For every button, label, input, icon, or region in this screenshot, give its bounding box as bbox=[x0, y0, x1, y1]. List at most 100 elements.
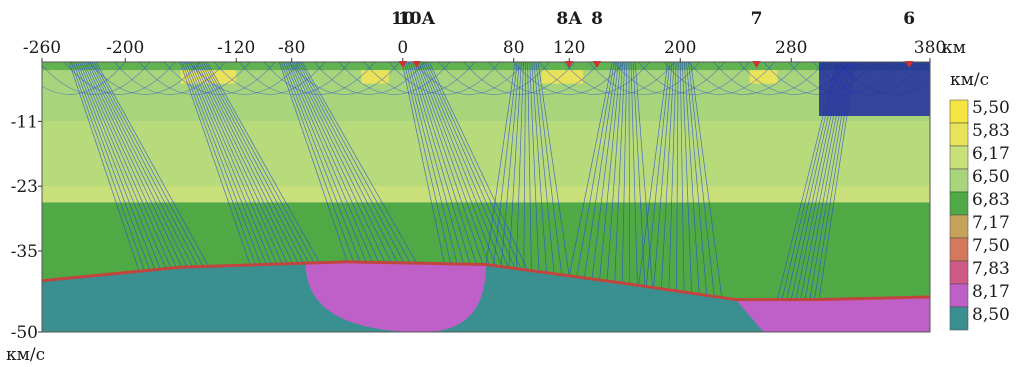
ray-path bbox=[653, 62, 673, 288]
ray-path bbox=[196, 62, 294, 264]
ray-path bbox=[198, 62, 299, 264]
ray-path bbox=[281, 62, 354, 263]
velocity-model-plot bbox=[42, 62, 930, 332]
ray-path bbox=[70, 62, 145, 271]
ray-arc bbox=[638, 62, 750, 95]
station-marker bbox=[593, 61, 601, 68]
colorbar-swatch bbox=[949, 99, 969, 124]
station-label: 8А bbox=[556, 9, 582, 29]
y-axis: -11 -23 -35 -50 bbox=[11, 112, 42, 343]
ray-path bbox=[405, 62, 458, 265]
station-marker bbox=[412, 61, 421, 68]
ray-arc bbox=[463, 62, 576, 95]
colorbar-label: 5,83 bbox=[972, 121, 1010, 141]
ray-path bbox=[202, 62, 310, 264]
ray-path bbox=[576, 62, 615, 277]
station-label: 10А bbox=[398, 9, 436, 29]
high-velocity-body-1 bbox=[735, 296, 930, 332]
colorbar-label: 8,50 bbox=[972, 305, 1010, 325]
ray-path bbox=[77, 62, 161, 270]
ray-arc bbox=[288, 62, 401, 95]
mantle-region bbox=[42, 261, 930, 332]
ray-path bbox=[668, 62, 677, 290]
ray-path bbox=[183, 62, 262, 265]
ray-arc bbox=[538, 62, 650, 95]
ray-path bbox=[95, 62, 209, 267]
colorbar-swatch bbox=[949, 283, 969, 308]
ray-paths bbox=[42, 62, 930, 300]
ray-path bbox=[523, 62, 526, 270]
colorbar-label: 8,17 bbox=[972, 282, 1010, 302]
y-tick-label: -50 bbox=[11, 323, 38, 343]
ray-arc bbox=[363, 62, 476, 95]
ray-arc bbox=[438, 62, 551, 95]
ray-arc bbox=[588, 62, 700, 95]
ray-path bbox=[599, 62, 621, 280]
x-tick-label: 200 bbox=[664, 38, 696, 58]
y-tick-label: -35 bbox=[11, 242, 38, 262]
ray-path bbox=[422, 62, 509, 268]
x-axis: -260 -200 -120 -80 0 80 120 200 280 380 bbox=[23, 38, 946, 62]
station-marker bbox=[398, 61, 407, 68]
ray-path bbox=[688, 62, 715, 297]
ray-arc bbox=[63, 62, 176, 95]
ray-path bbox=[645, 62, 671, 287]
ray-path bbox=[185, 62, 267, 265]
ray-path bbox=[591, 62, 619, 279]
ray-arc bbox=[263, 62, 376, 95]
ray-path bbox=[179, 62, 251, 266]
ray-path bbox=[72, 62, 151, 271]
x-tick-label: 0 bbox=[397, 38, 408, 58]
ray-path bbox=[192, 62, 283, 265]
ray-path bbox=[606, 62, 624, 282]
ray-arc bbox=[338, 62, 451, 95]
ray-path bbox=[638, 62, 669, 286]
ray-arc bbox=[88, 62, 201, 95]
ray-path bbox=[85, 62, 183, 268]
ray-path bbox=[531, 62, 547, 273]
ray-arc bbox=[42, 62, 151, 95]
ray-path bbox=[285, 62, 367, 263]
ray-path bbox=[634, 62, 653, 288]
velocity-layers bbox=[42, 62, 930, 332]
ray-path bbox=[68, 62, 140, 272]
ray-arc bbox=[663, 62, 775, 95]
ray-path bbox=[74, 62, 156, 270]
x-tick-label: 280 bbox=[775, 38, 807, 58]
ray-arc bbox=[188, 62, 301, 95]
ray-path bbox=[188, 62, 272, 265]
colorbar-label: 7,17 bbox=[972, 213, 1010, 233]
ray-arc bbox=[488, 62, 601, 95]
ray-path bbox=[278, 62, 348, 262]
ray-path bbox=[515, 62, 524, 269]
x-tick-label: -80 bbox=[278, 38, 305, 58]
colorbar-swatch bbox=[949, 214, 969, 239]
ray-path bbox=[287, 62, 373, 263]
ray-path bbox=[527, 62, 532, 271]
ray-path bbox=[428, 62, 528, 271]
ray-arc bbox=[613, 62, 725, 95]
ray-arc bbox=[413, 62, 526, 95]
ray-path bbox=[418, 62, 496, 266]
ray-path bbox=[568, 62, 613, 276]
station-marker bbox=[565, 61, 574, 68]
station-label: 7 bbox=[751, 9, 763, 29]
dense-ray-zone bbox=[819, 62, 930, 116]
ray-path bbox=[412, 62, 477, 265]
ray-arc bbox=[563, 62, 675, 95]
ray-path bbox=[299, 62, 411, 264]
x-tick-label: 120 bbox=[553, 38, 585, 58]
station-label: 6 bbox=[903, 9, 915, 29]
ray-path bbox=[91, 62, 199, 267]
high-velocity-body-0 bbox=[305, 261, 486, 332]
ray-path bbox=[81, 62, 172, 269]
colorbar-label: 7,83 bbox=[972, 259, 1010, 279]
ray-arc bbox=[238, 62, 351, 95]
ray-path bbox=[403, 62, 452, 264]
moho-boundary bbox=[42, 260, 930, 302]
ray-path bbox=[293, 62, 392, 263]
x-tick-label: -120 bbox=[217, 38, 255, 58]
ray-path bbox=[500, 62, 520, 267]
ray-path bbox=[410, 62, 471, 265]
ray-path bbox=[204, 62, 315, 264]
